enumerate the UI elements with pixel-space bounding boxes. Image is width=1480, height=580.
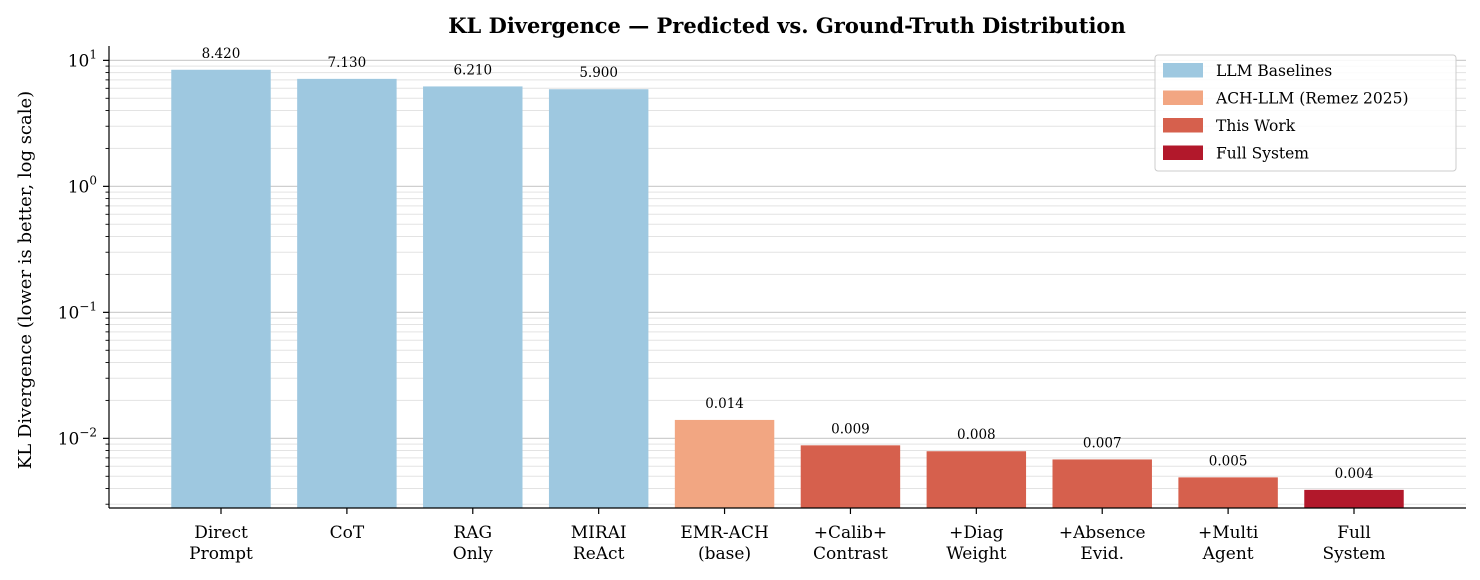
value-label: 0.005 [1209,453,1248,469]
x-tick-label-line: +Absence [1059,523,1146,543]
x-tick-label-line: RAG [453,523,492,543]
x-tick-label-line: Evid. [1080,544,1124,564]
y-tick-label: 10−1 [58,299,97,323]
bar [1178,477,1278,508]
legend-frame [1154,54,1457,172]
legend: LLM Baselines ACH-LLM (Remez 2025) This Wo… [1154,54,1457,172]
x-tick-label-line: Agent [1202,544,1254,564]
axes [108,46,1466,509]
legend-swatch [1163,118,1203,133]
value-label: 5.900 [579,65,618,81]
value-label: 0.007 [1083,435,1122,451]
x-tick-label-line: +Multi [1198,523,1259,543]
x-tick-label-line: Prompt [189,544,253,564]
bar [926,451,1027,508]
value-label: 0.008 [957,427,996,443]
x-tick-label-line: Full [1337,523,1371,543]
legend-label: Full System [1216,145,1309,163]
value-label: 8.420 [202,46,241,62]
value-labels: 8.420 7.130 6.210 5.900 0.014 0.009 0.008 0.007… [202,46,1374,482]
x-tick-label: MIRAI ReAct [571,523,627,564]
y-tick-label: 10−2 [58,425,97,449]
bar [548,89,649,508]
x-tick-label-line: +Diag [949,523,1003,543]
value-label: 0.014 [705,396,744,412]
x-tick-label: +Multi Agent [1198,523,1259,564]
legend-label: ACH-LLM (Remez 2025) [1215,90,1409,108]
legend-label: LLM Baselines [1216,62,1332,80]
y-axis-label: KL Divergence (lower is better, log scal… [15,91,36,469]
x-tick-label: EMR-ACH (base) [680,523,768,564]
x-tick-label: +Calib+ Contrast [813,523,888,564]
bar [1304,489,1404,508]
bar [800,445,901,508]
x-tick-label: RAG Only [453,523,493,564]
y-tick-label: 100 [68,173,97,197]
value-label: 0.004 [1335,466,1374,482]
x-tick-label-line: Direct [194,523,248,543]
y-tick-label-exponent: 0 [89,173,97,187]
y-tick-label: 101 [68,47,97,71]
x-tick-label-line: Weight [946,544,1006,564]
x-tick-label-line: Contrast [813,544,888,564]
x-tick-label-line: MIRAI [571,523,627,543]
legend-swatch [1163,63,1203,78]
x-tick-label-line: +Calib+ [814,523,887,543]
bar [674,419,775,508]
bars [171,69,1404,508]
y-tick-label-exponent: 1 [89,47,97,61]
x-tick-label: +Diag Weight [946,523,1006,564]
x-tick-label: +Absence Evid. [1059,523,1146,564]
x-tick-label-line: CoT [330,523,365,543]
x-tick-label-line: System [1323,544,1386,564]
x-tick-label-line: ReAct [573,544,625,564]
value-label: 7.130 [328,55,367,71]
y-tick-label-base: 10 [68,51,90,71]
y-tick-label-base: 10 [68,177,90,197]
chart-title: KL Divergence — Predicted vs. Ground-Tru… [448,13,1125,38]
x-tick-label-line: EMR-ACH [680,523,768,543]
x-tick-label: Full System [1323,523,1386,564]
y-tick-label-exponent: −2 [79,425,97,439]
x-tick-label: CoT [330,523,365,543]
bar [423,86,523,508]
x-tick-label: Direct Prompt [189,523,253,564]
bar [171,69,271,508]
value-label: 6.210 [453,62,492,78]
y-tick-label-exponent: −1 [79,299,97,313]
value-label: 0.009 [831,421,870,437]
legend-label: This Work [1216,117,1296,135]
legend-swatch [1163,145,1203,160]
y-tick-label-base: 10 [58,303,80,323]
y-tick-label-base: 10 [58,429,80,449]
x-ticks: Direct Prompt CoT RAG Only MIRAI ReAct EMR-ACH(… [189,508,1386,564]
bar [1052,459,1152,508]
bar [297,78,397,508]
legend-swatch [1163,90,1203,105]
x-tick-label-line: Only [453,544,493,564]
x-tick-label-line: (base) [698,544,751,564]
